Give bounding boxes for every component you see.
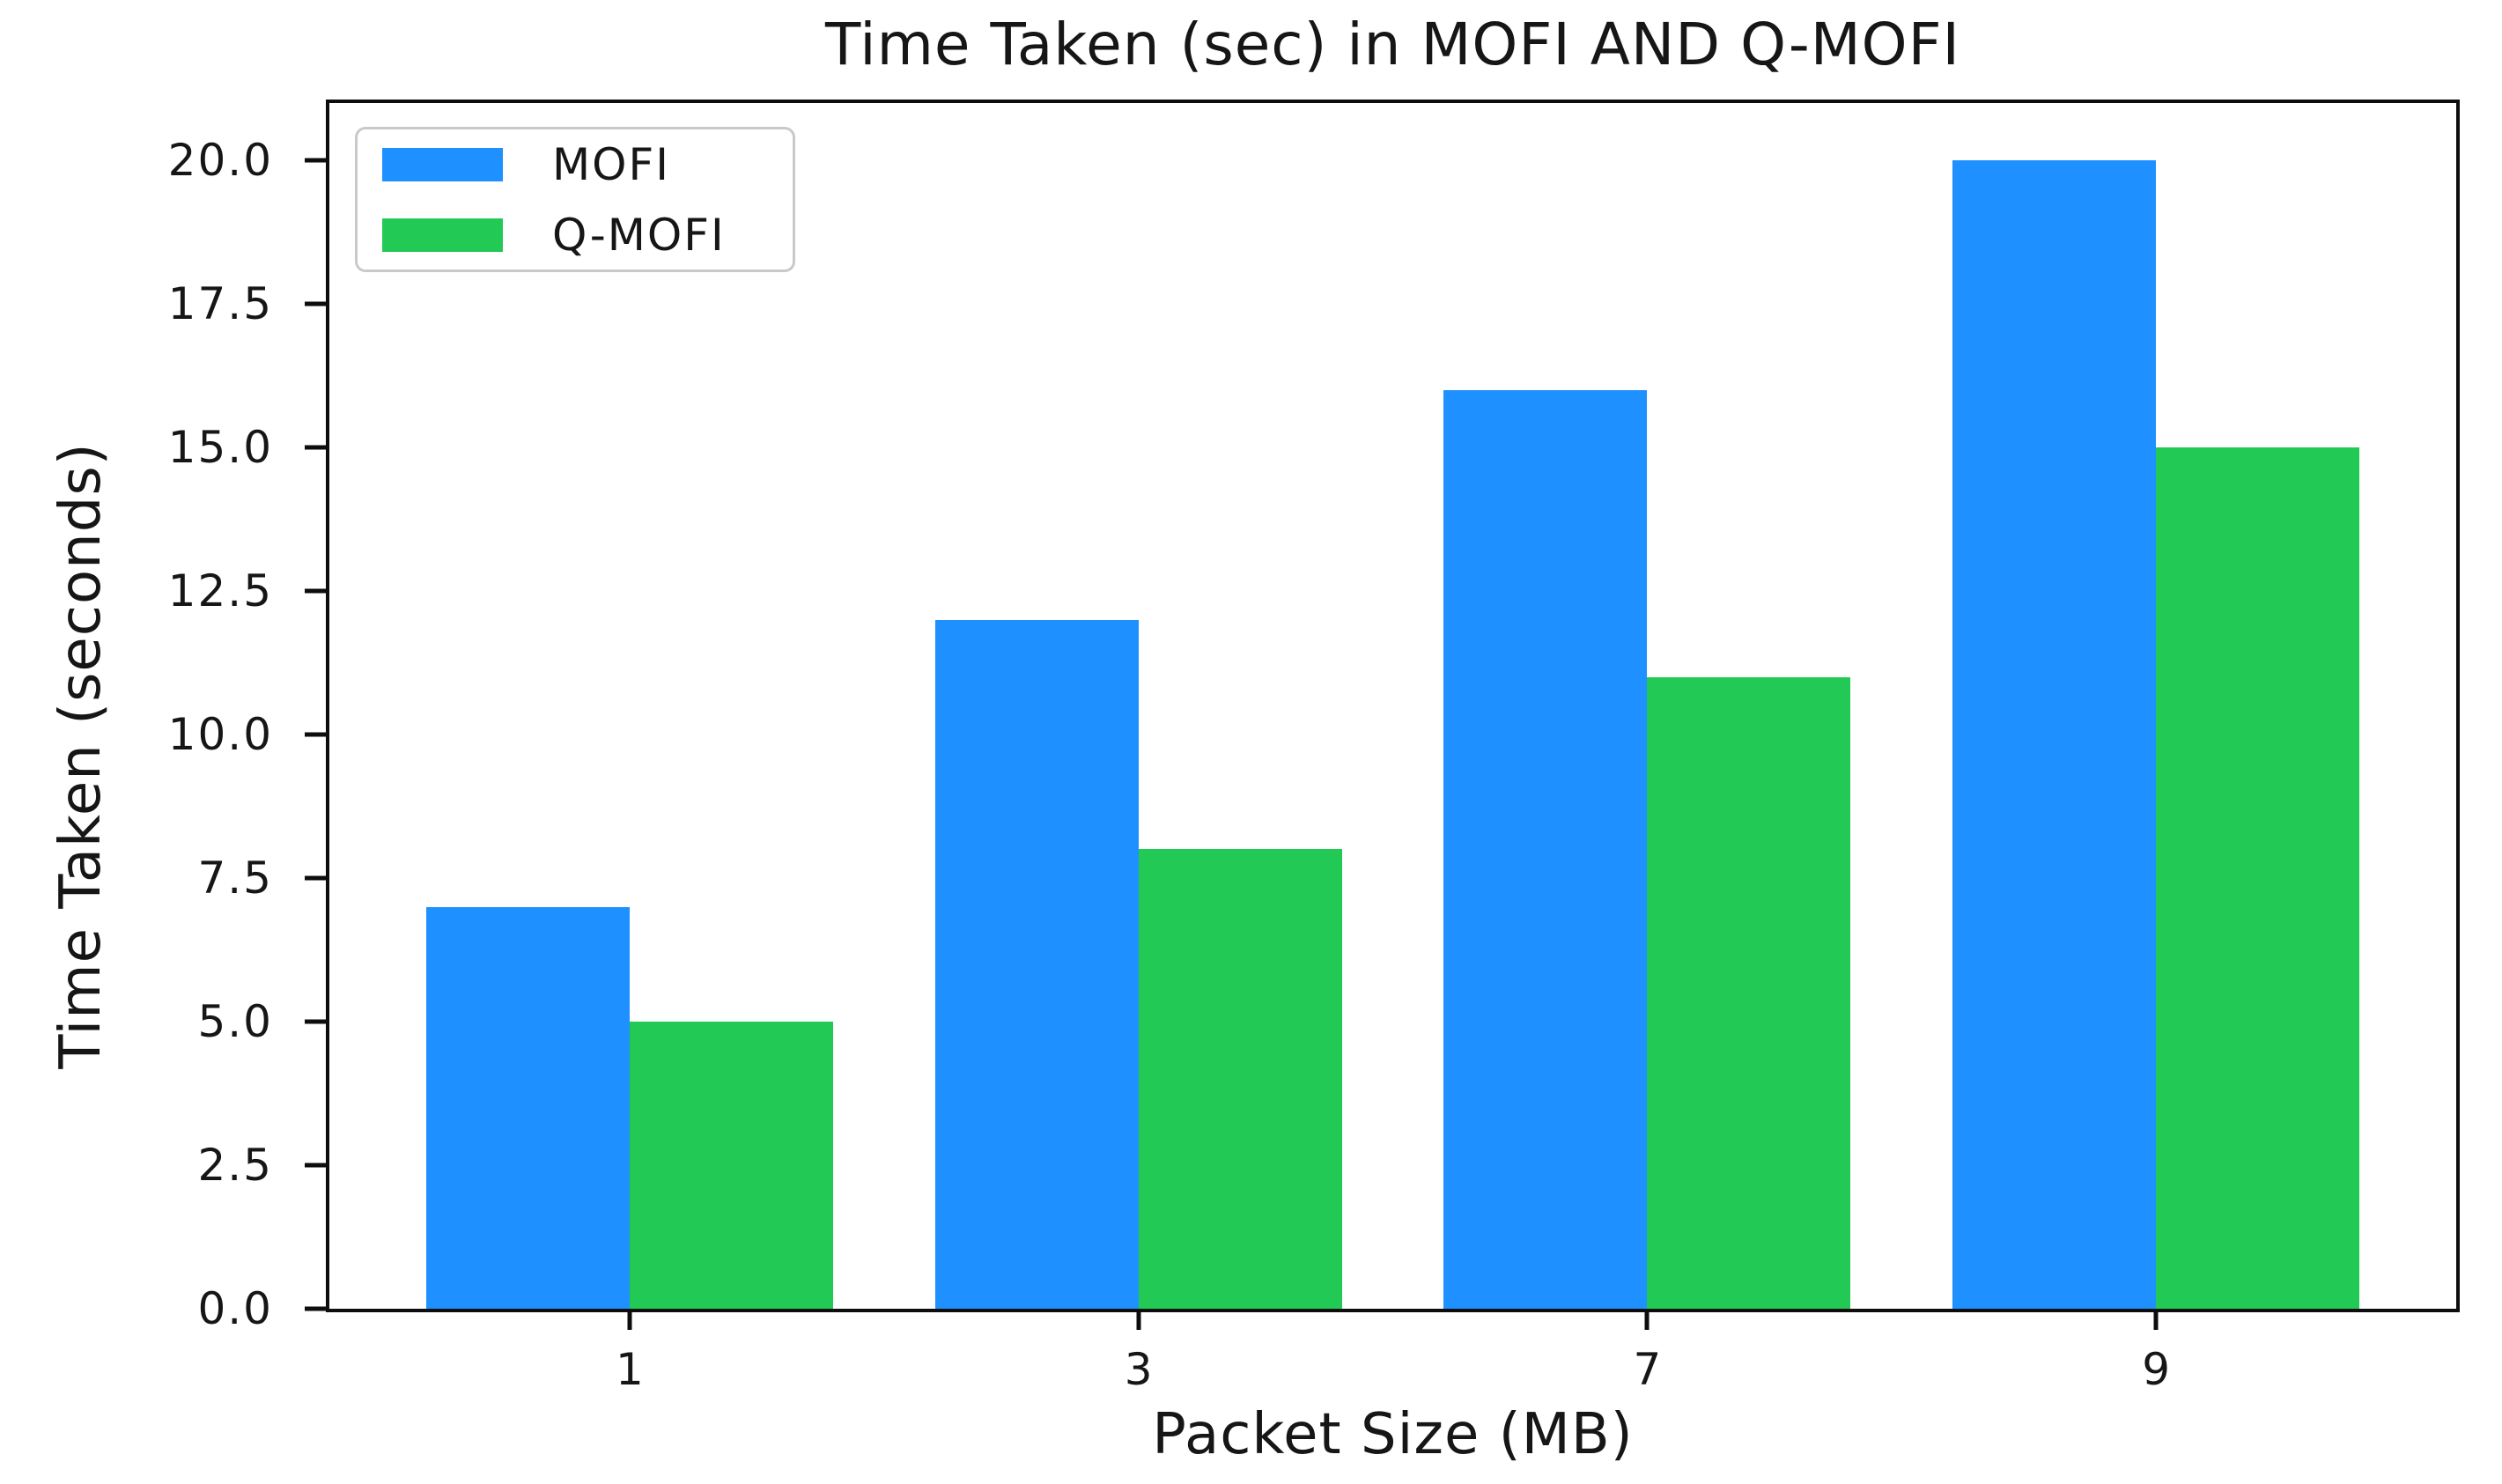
bar-q-mofi-3 bbox=[1138, 849, 1342, 1309]
bar-mofi-1 bbox=[425, 906, 630, 1309]
x-tick-mark-1 bbox=[627, 1312, 632, 1330]
legend: MOFI Q-MOFI bbox=[355, 127, 795, 272]
plot-area: MOFI Q-MOFI 0.0 2.5 5.0 7.5 10.0 12.5 15.0 17.5… bbox=[168, 100, 2460, 1395]
legend-label-qmofi: Q-MOFI bbox=[552, 209, 726, 261]
bar-mofi-3 bbox=[934, 619, 1139, 1309]
bar-mofi-7 bbox=[1443, 389, 1648, 1309]
y-tick-label-15.0: 15.0 bbox=[167, 422, 273, 474]
x-axis-label: Packet Size (MB) bbox=[1152, 1402, 1634, 1467]
y-tick-mark-2.5 bbox=[305, 1163, 326, 1168]
y-tick-label-5.0: 5.0 bbox=[197, 996, 273, 1048]
y-tick-mark-0.0 bbox=[305, 1306, 326, 1311]
y-tick-label-20.0: 20.0 bbox=[167, 135, 273, 187]
y-tick-mark-15.0 bbox=[305, 445, 326, 450]
y-tick-mark-20.0 bbox=[305, 158, 326, 163]
y-tick-mark-12.5 bbox=[305, 588, 326, 594]
y-tick-label-10.0: 10.0 bbox=[167, 709, 273, 761]
y-tick-mark-7.5 bbox=[305, 875, 326, 881]
y-tick-mark-5.0 bbox=[305, 1019, 326, 1024]
bar-mofi-9 bbox=[1952, 160, 2157, 1309]
legend-item-qmofi: Q-MOFI bbox=[382, 210, 793, 261]
legend-item-mofi: MOFI bbox=[382, 139, 793, 190]
y-tick-label-7.5: 7.5 bbox=[197, 853, 273, 904]
x-tick-label-1: 1 bbox=[615, 1344, 644, 1395]
x-tick-label-3: 3 bbox=[1124, 1344, 1153, 1395]
chart-title: Time Taken (sec) in MOFI AND Q-MOFI bbox=[824, 11, 1961, 78]
bar-q-mofi-9 bbox=[2156, 447, 2360, 1309]
x-tick-label-7: 7 bbox=[1633, 1344, 1662, 1395]
y-tick-label-2.5: 2.5 bbox=[197, 1140, 273, 1192]
y-tick-label-0.0: 0.0 bbox=[197, 1283, 273, 1334]
x-tick-mark-7 bbox=[1644, 1312, 1650, 1330]
y-tick-mark-10.0 bbox=[305, 732, 326, 737]
y-tick-label-17.5: 17.5 bbox=[167, 278, 273, 330]
x-tick-mark-9 bbox=[2153, 1312, 2159, 1330]
y-tick-label-12.5: 12.5 bbox=[167, 565, 273, 617]
y-tick-mark-17.5 bbox=[305, 301, 326, 306]
legend-label-mofi: MOFI bbox=[552, 138, 671, 190]
legend-swatch-qmofi bbox=[382, 218, 503, 252]
x-tick-label-9: 9 bbox=[2142, 1344, 2171, 1395]
legend-swatch-mofi bbox=[382, 147, 503, 181]
x-tick-mark-3 bbox=[1136, 1312, 1141, 1330]
bar-q-mofi-7 bbox=[1647, 676, 1851, 1309]
bar-q-mofi-1 bbox=[629, 1022, 833, 1309]
